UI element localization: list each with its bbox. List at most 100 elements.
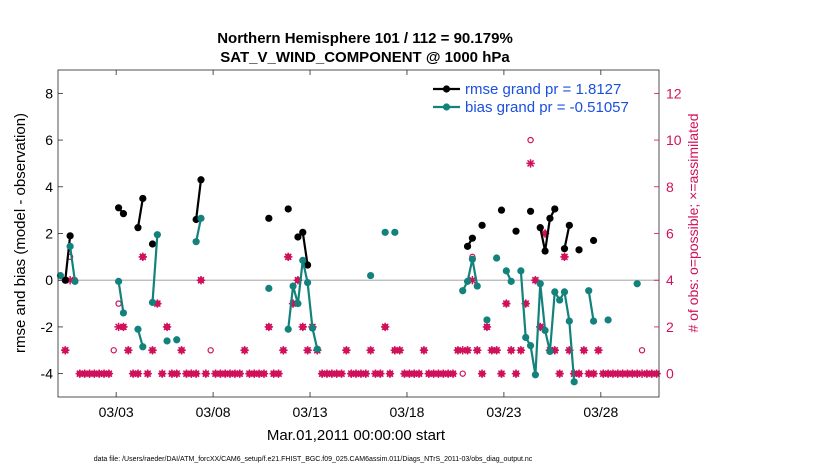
rmse-point [526, 207, 535, 215]
bias-point [289, 282, 297, 290]
rmse-series [61, 176, 598, 284]
bias-point [284, 325, 292, 333]
obs-assimilated-marker [196, 276, 206, 285]
obs-assimilated-marker [453, 346, 463, 355]
bias-point [304, 278, 312, 287]
bias-point [483, 316, 491, 324]
obs-assimilated-marker [225, 369, 235, 378]
obs-possible-marker [110, 347, 117, 354]
rmse-point [551, 205, 559, 213]
obs-assimilated-marker [235, 369, 244, 378]
bias-line [587, 290, 595, 322]
obs-assimilated-marker [230, 369, 240, 378]
rmse-point [478, 221, 486, 229]
obs-assimilated-marker [482, 322, 492, 332]
obs-assimilated-marker [128, 369, 138, 378]
bias-point [589, 317, 598, 325]
obs-assimilated-marker [177, 346, 186, 355]
obs-assimilated-marker [468, 276, 477, 285]
rmse-point [560, 245, 569, 253]
bias-point [56, 271, 65, 280]
obs-assimilated-marker [632, 369, 642, 378]
obs-assimilated-marker [589, 369, 598, 378]
obs-assimilated-marker [148, 346, 157, 355]
bias-point [507, 277, 515, 285]
x-tick-label: 03/13 [293, 404, 328, 420]
bias-line [69, 246, 77, 282]
obs-assimilated-marker [526, 159, 535, 168]
y-axis-ticks: -4 -2 0 2 4 6 8 [41, 85, 63, 382]
obs-assimilated-marker [85, 369, 94, 378]
obs-assimilated-marker [594, 346, 603, 355]
obs-assimilated-marker [162, 322, 172, 332]
obs-assimilated-marker [608, 369, 618, 378]
x-axis-label: Mar.01,2011 00:00:00 start [267, 427, 446, 444]
bias-point [633, 280, 641, 288]
y2-tick-label: 10 [666, 132, 682, 148]
x-tick-label: 03/23 [486, 404, 521, 420]
bias-point [114, 277, 123, 285]
obs-possible-marker [459, 370, 466, 377]
obs-assimilated-marker [240, 346, 249, 355]
bias-line [117, 281, 125, 314]
obs-assimilated-marker [618, 369, 627, 378]
bias-point [551, 288, 559, 296]
obs-assimilated-marker [153, 299, 162, 308]
obs-assimilated-marker [61, 346, 70, 355]
rmse-point [66, 232, 74, 240]
obs-assimilated-marker [497, 369, 506, 378]
obs-assimilated-marker [293, 276, 303, 285]
legend-bias-marker [442, 103, 451, 111]
bias-point [502, 267, 510, 275]
y2-tick-label: 0 [666, 366, 674, 382]
obs-assimilated-marker [439, 369, 448, 378]
rmse-point [512, 227, 520, 235]
bias-point [119, 309, 128, 317]
rmse-point [497, 206, 506, 214]
obs-possible-marker [638, 347, 646, 354]
obs-assimilated-marker [322, 369, 332, 378]
obs-assimilated-marker [211, 369, 220, 378]
obs-assimilated-marker [104, 369, 114, 378]
obs-assimilated-marker [579, 346, 589, 355]
rmse-point [61, 276, 69, 284]
obs-assimilated-marker [536, 322, 545, 332]
y2-tick-label: 2 [666, 319, 674, 335]
obs-assimilated-marker [274, 369, 283, 378]
y2-tick-label: 4 [666, 272, 674, 288]
bias-line [195, 218, 203, 242]
y2-tick-label: 8 [666, 179, 674, 195]
obs-assimilated-marker [574, 369, 584, 378]
obs-assimilated-marker [385, 369, 395, 378]
legend: rmse grand pr = 1.8127 bias grand pr = -… [433, 81, 629, 116]
obs-assimilated-marker [380, 322, 390, 332]
obs-possible-marker [527, 136, 534, 144]
obs-assimilated-marker [94, 369, 104, 378]
rmse-point [284, 205, 292, 213]
x-tick-label: 03/03 [99, 404, 134, 420]
bias-point [192, 238, 200, 246]
bias-point [526, 342, 535, 350]
y-tick-label: -2 [41, 319, 54, 335]
rmse-point [139, 194, 147, 203]
obs-assimilated-marker [342, 346, 351, 355]
obs-assimilated-marker [250, 369, 259, 378]
obs-assimilated-marker [254, 369, 264, 378]
obs-assimilated-marker [448, 369, 458, 378]
bias-point [473, 282, 481, 290]
bias-point [517, 267, 525, 275]
y-tick-label: 2 [45, 226, 53, 242]
y-tick-label: 4 [45, 179, 53, 195]
chart-title-line2: SAT_V_WIND_COMPONENT @ 1000 hPa [220, 49, 510, 66]
bias-point [367, 271, 375, 280]
y2-tick-label: 6 [666, 226, 674, 242]
obs-assimilated-marker [99, 369, 109, 378]
bias-point [604, 316, 612, 324]
obs-assimilated-marker [65, 276, 75, 285]
bias-line [151, 234, 159, 303]
rmse-point [541, 247, 549, 255]
obs-assimilated-marker [158, 369, 167, 378]
obs-assimilated-marker [124, 346, 133, 355]
obs-assimilated-marker [647, 369, 656, 378]
bias-point [493, 254, 501, 262]
